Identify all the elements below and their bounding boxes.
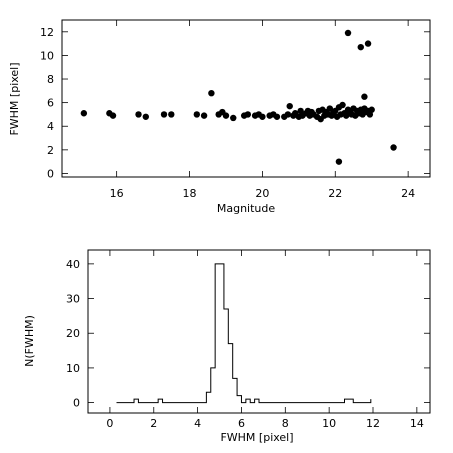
histogram-step-line (116, 263, 372, 404)
scatter-point (259, 113, 266, 120)
scatter-point (160, 111, 168, 118)
scatter-point (200, 112, 208, 119)
scatter-point (142, 113, 150, 120)
scatter-x-axis-title: Magnitude (217, 202, 276, 215)
histogram-y-ticks: 0 10 20 30 40 (66, 258, 430, 410)
histogram-x-tick-label: 10 (322, 417, 336, 430)
histogram-x-ticks: 0 2 4 6 8 10 12 14 (106, 250, 424, 430)
histogram-y-tick-label: 0 (73, 397, 80, 410)
scatter-point (193, 111, 201, 118)
scatter-point (208, 89, 215, 97)
scatter-point (135, 111, 142, 118)
scatter-x-tick-label: 18 (183, 187, 197, 200)
scatter-x-tick-label: 22 (328, 187, 342, 200)
histogram-y-tick-label: 40 (66, 258, 80, 271)
scatter-plot-frame (61, 19, 431, 178)
histogram-x-tick-label: 2 (150, 417, 157, 430)
scatter-point (357, 43, 364, 51)
scatter-point (168, 111, 175, 118)
scatter-y-tick-label: 0 (47, 167, 54, 180)
histogram-y-tick-label: 10 (66, 362, 80, 375)
scatter-point (244, 111, 252, 118)
scatter-point (368, 106, 375, 113)
scatter-point (273, 113, 281, 120)
scatter-point (222, 112, 230, 119)
scatter-point (284, 111, 292, 118)
histogram-panel: 0 2 4 6 8 10 12 14 0 10 20 30 40 FWHM [pixel] N(FWH… (23, 249, 431, 444)
scatter-y-tick-label: 8 (47, 73, 54, 86)
scatter-point (344, 29, 352, 37)
scatter-point (361, 93, 368, 100)
scatter-point (109, 112, 117, 119)
scatter-x-ticks: 16 18 20 22 24 (110, 20, 415, 200)
scatter-point (335, 158, 343, 165)
scatter-point (286, 102, 293, 110)
histogram-x-axis-title: FWHM [pixel] (220, 431, 293, 444)
scatter-y-tick-label: 10 (40, 49, 54, 62)
histogram-x-tick-label: 8 (282, 417, 289, 430)
scatter-points (80, 29, 397, 165)
histogram-x-tick-label: 6 (238, 417, 245, 430)
scatter-point (364, 40, 372, 47)
scatter-y-tick-label: 4 (47, 120, 54, 133)
histogram-y-tick-label: 30 (66, 293, 80, 306)
histogram-y-axis-title: N(FWHM) (23, 315, 36, 367)
histogram-y-tick-label: 20 (66, 327, 80, 340)
scatter-x-tick-label: 20 (255, 187, 269, 200)
histogram-x-tick-label: 4 (194, 417, 201, 430)
scatter-point (390, 144, 397, 151)
scatter-y-tick-label: 2 (47, 144, 54, 157)
histogram-x-tick-label: 14 (410, 417, 424, 430)
scatter-y-axis-title: FWHM [pixel] (8, 62, 21, 135)
scatter-x-tick-label: 24 (401, 187, 415, 200)
histogram-plot-frame (87, 249, 431, 414)
scatter-point (230, 114, 237, 122)
scatter-y-tick-label: 12 (40, 26, 54, 39)
scatter-y-tick-label: 6 (47, 97, 54, 110)
scatter-point (339, 101, 346, 109)
histogram-x-tick-label: 0 (106, 417, 113, 430)
scatter-y-ticks: 0 2 4 6 8 10 12 (40, 26, 430, 180)
scatter-point (80, 110, 88, 117)
histogram-x-tick-label: 12 (366, 417, 380, 430)
scatter-x-tick-label: 16 (110, 187, 124, 200)
